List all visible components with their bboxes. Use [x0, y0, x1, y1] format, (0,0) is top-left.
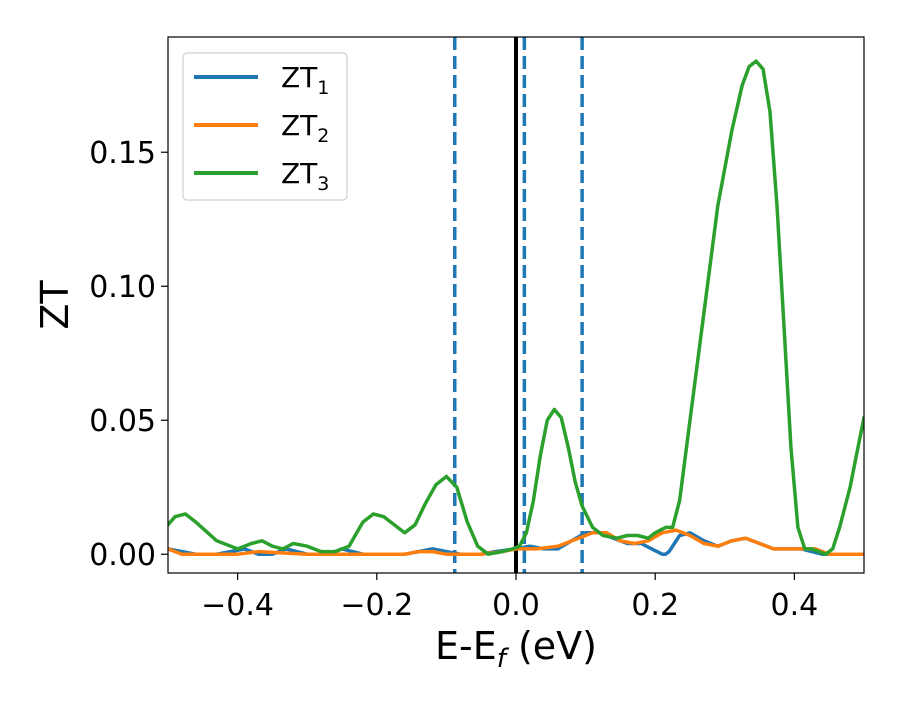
x-axis: −0.4 −0.2 0.0 0.2 0.4: [201, 573, 818, 623]
x-tick-label: 0.2: [631, 588, 679, 623]
legend-label-zt1: ZT1: [281, 61, 329, 99]
y-tick-label: 0.00: [89, 538, 156, 573]
y-axis: 0.00 0.05 0.10 0.15: [89, 136, 168, 573]
x-axis-label: E-Ef (eV): [435, 624, 597, 674]
x-tick-label: 0.0: [492, 588, 540, 623]
y-tick-label: 0.10: [89, 270, 156, 305]
x-tick-label: 0.4: [771, 588, 819, 623]
y-axis-label: ZT: [33, 280, 77, 330]
y-tick-label: 0.15: [89, 136, 156, 171]
x-tick-label: −0.4: [201, 588, 274, 623]
x-axis-label-unit: (eV): [506, 624, 597, 668]
legend-box: [182, 52, 348, 201]
series-line-zt3: [168, 59, 864, 556]
legend: ZT1 ZT2 ZT3: [182, 52, 348, 201]
legend-label-zt3: ZT3: [281, 157, 329, 195]
legend-label-zt2: ZT2: [281, 109, 329, 147]
series-lines: [168, 59, 864, 556]
x-tick-label: −0.2: [340, 588, 413, 623]
y-tick-label: 0.05: [89, 404, 156, 439]
